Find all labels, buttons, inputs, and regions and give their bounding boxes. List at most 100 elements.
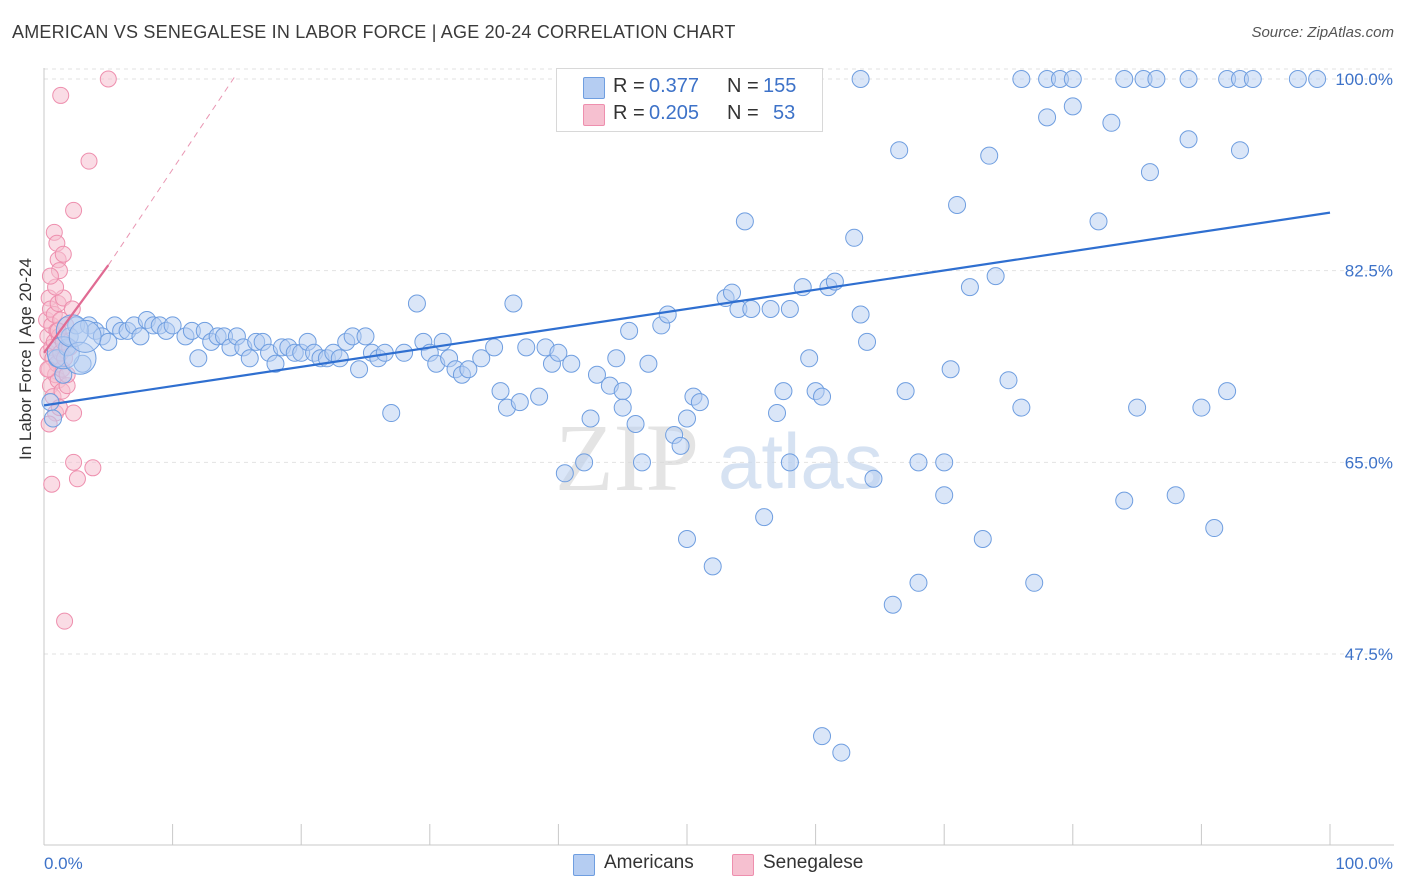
americans-point-97	[723, 283, 742, 302]
americans-point-78	[575, 453, 594, 472]
legend-senegalese-swatch	[732, 854, 754, 876]
americans-point-105	[780, 300, 799, 318]
americans-point-71	[517, 338, 536, 357]
americans-point-124	[973, 530, 992, 548]
americans-point-91	[671, 436, 690, 455]
americans-point-36	[266, 354, 285, 373]
americans-point-46	[330, 349, 349, 368]
americans-point-87	[639, 354, 658, 373]
americans-point-60	[433, 332, 452, 351]
americans-point-69	[504, 294, 523, 313]
americans-point-163	[909, 573, 928, 592]
senegalese-point-38	[80, 152, 98, 170]
axes	[43, 68, 1394, 846]
americans-point-134	[1115, 491, 1134, 510]
americans-point-150	[1179, 70, 1198, 88]
trendlines	[43, 73, 1331, 407]
chart-title: AMERICAN VS SENEGALESE IN LABOR FORCE | …	[12, 22, 736, 42]
americans-point-104	[774, 382, 793, 401]
americans-point-100	[742, 300, 761, 318]
americans-point-137	[1166, 486, 1185, 505]
senegalese-trendline	[43, 264, 110, 354]
senegalese-point-41	[43, 475, 61, 493]
source-label: Source: ZipAtlas.com	[1251, 24, 1394, 41]
americans-point-139	[1192, 398, 1211, 417]
americans-point-66	[485, 338, 504, 357]
americans-point-109	[813, 387, 832, 406]
americans-point-82	[607, 349, 626, 368]
americans-point-147	[1115, 70, 1134, 88]
americans-point-146	[1063, 70, 1082, 88]
americans-point-85	[626, 415, 645, 433]
americans-point-123	[960, 278, 979, 297]
americans-point-72	[530, 387, 549, 406]
americans-point-154	[1288, 70, 1307, 88]
senegalese-point-36	[54, 245, 72, 263]
senegalese-point-46	[65, 404, 83, 422]
legend-americans-label: Americans	[604, 852, 694, 873]
americans-point-119	[909, 453, 928, 472]
americans-trendline	[43, 211, 1331, 407]
senegalese-point-40	[99, 70, 117, 88]
americans-point-64	[459, 360, 478, 379]
americans-point-95	[703, 557, 722, 576]
americans-point-164	[935, 453, 954, 472]
americans-point-125	[980, 146, 999, 165]
legend-americans-swatch	[573, 854, 595, 876]
americans-point-32	[240, 349, 259, 368]
americans-point-118	[896, 382, 915, 401]
americans-point-135	[1128, 398, 1147, 417]
americans-point-141	[1218, 382, 1237, 401]
americans-point-121	[941, 360, 960, 379]
x-tick-label-1: 100.0%	[1335, 854, 1393, 873]
y-tick-label-0: 47.5%	[1345, 645, 1393, 664]
americans-point-92	[678, 409, 696, 428]
americans-point-133	[1102, 113, 1121, 132]
americans-point-149	[1147, 70, 1166, 88]
senegalese-point-45	[56, 612, 74, 630]
americans-point-67	[491, 382, 510, 401]
americans-point-65	[472, 349, 491, 368]
americans-point-128	[1012, 398, 1031, 417]
n-label: N =	[727, 102, 759, 124]
americans-point-103	[768, 404, 787, 423]
americans-point-102	[761, 300, 780, 318]
americans-point-113	[851, 305, 870, 324]
americans-point-157	[851, 70, 870, 88]
americans-point-160	[780, 453, 799, 472]
americans-n-value: 155	[763, 75, 797, 97]
y-tick-label-2: 82.5%	[1345, 262, 1393, 281]
americans-point-127	[999, 371, 1018, 390]
americans-point-115	[864, 469, 883, 488]
r-label: R =	[613, 102, 645, 124]
americans-point-76	[555, 464, 574, 483]
americans-point-120	[935, 486, 954, 505]
y-tick-label-3: 100.0%	[1335, 70, 1393, 89]
americans-point-122	[948, 195, 967, 214]
americans-point-158	[832, 743, 851, 762]
x-tick-label-0: 0.0%	[44, 854, 83, 873]
americans-point-77	[562, 354, 581, 373]
americans-point-99	[735, 212, 754, 231]
senegalese-point-50	[41, 267, 59, 285]
americans-point-126	[986, 267, 1005, 286]
americans-point-49	[350, 360, 369, 379]
americans-point-56	[407, 294, 426, 313]
americans-point-89	[658, 305, 677, 324]
americans-point-24	[189, 349, 208, 368]
senegalese-point-44	[84, 459, 102, 477]
americans-point-1	[44, 409, 63, 428]
americans-point-131	[1063, 97, 1082, 116]
legend-senegalese-label: Senegalese	[763, 852, 864, 873]
americans-point-80	[587, 365, 606, 384]
americans-point-70	[510, 393, 529, 412]
americans-point-136	[1140, 163, 1159, 182]
americans-points	[41, 70, 1327, 762]
americans-r-value: 0.377	[649, 75, 700, 97]
americans-large-point-3	[68, 319, 102, 353]
americans-point-143	[1012, 70, 1031, 88]
stats-box: R = 0.377 N = 155 R = 0.205 N = 53	[556, 68, 823, 132]
americans-point-86	[632, 453, 651, 472]
americans-point-101	[755, 508, 774, 527]
